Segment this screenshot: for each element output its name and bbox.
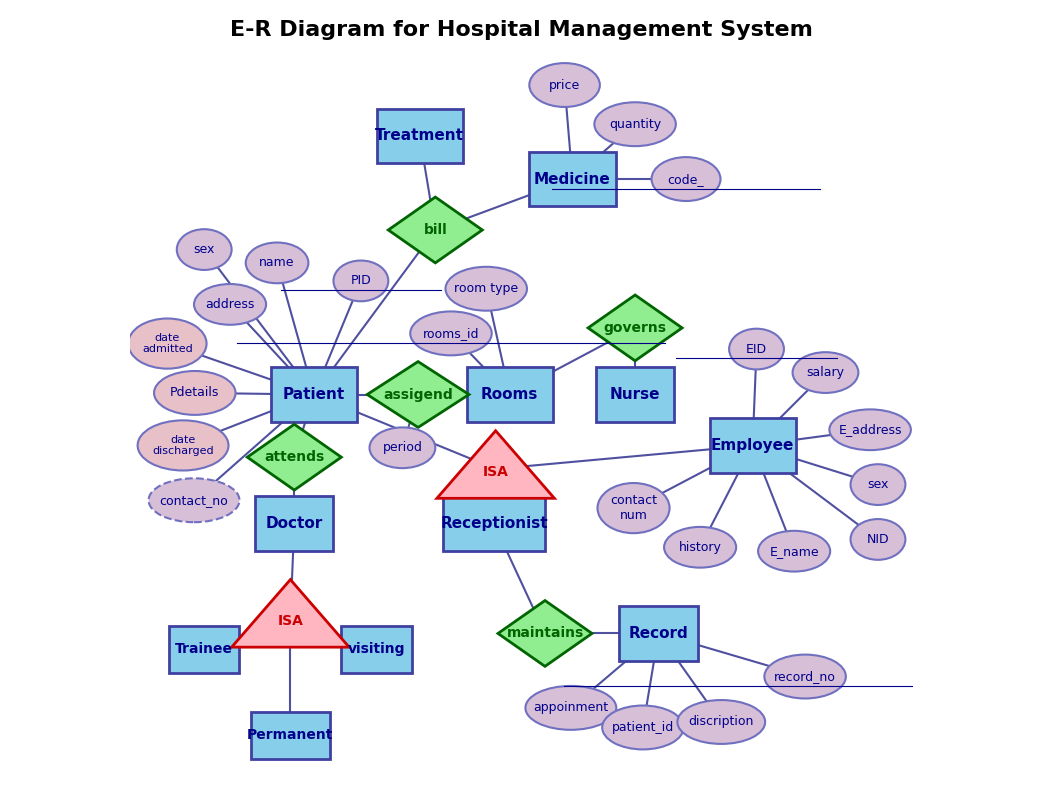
Text: Employee: Employee bbox=[711, 438, 795, 453]
Ellipse shape bbox=[793, 352, 858, 393]
Text: sex: sex bbox=[868, 478, 889, 491]
Text: date
discharged: date discharged bbox=[152, 435, 214, 456]
FancyBboxPatch shape bbox=[709, 418, 796, 473]
Text: Trainee: Trainee bbox=[175, 642, 234, 656]
Ellipse shape bbox=[829, 409, 911, 451]
Ellipse shape bbox=[445, 267, 527, 311]
Ellipse shape bbox=[664, 527, 736, 567]
Ellipse shape bbox=[850, 464, 905, 505]
Text: record_no: record_no bbox=[774, 670, 836, 683]
Polygon shape bbox=[232, 580, 349, 647]
Polygon shape bbox=[247, 424, 341, 490]
Text: governs: governs bbox=[604, 321, 666, 335]
Polygon shape bbox=[498, 600, 592, 667]
Text: contact_no: contact_no bbox=[160, 494, 228, 507]
Text: history: history bbox=[679, 540, 722, 554]
FancyBboxPatch shape bbox=[596, 367, 674, 422]
FancyBboxPatch shape bbox=[620, 606, 698, 661]
Polygon shape bbox=[437, 431, 555, 499]
Text: contact
num: contact num bbox=[610, 494, 657, 522]
Ellipse shape bbox=[595, 103, 676, 146]
Text: Medicine: Medicine bbox=[534, 171, 611, 186]
Text: address: address bbox=[205, 298, 254, 311]
Text: E_name: E_name bbox=[770, 544, 819, 558]
Text: assigend: assigend bbox=[383, 387, 453, 402]
Text: bill: bill bbox=[423, 223, 447, 237]
Ellipse shape bbox=[154, 371, 236, 415]
Text: Record: Record bbox=[629, 626, 688, 641]
Text: quantity: quantity bbox=[609, 118, 661, 131]
FancyBboxPatch shape bbox=[466, 367, 553, 422]
Text: rooms_id: rooms_id bbox=[422, 327, 479, 340]
FancyBboxPatch shape bbox=[169, 626, 240, 673]
FancyBboxPatch shape bbox=[443, 496, 545, 552]
FancyBboxPatch shape bbox=[377, 109, 463, 163]
Text: Treatment: Treatment bbox=[375, 129, 464, 144]
FancyBboxPatch shape bbox=[530, 151, 615, 207]
Text: room type: room type bbox=[454, 282, 518, 295]
Text: NID: NID bbox=[867, 533, 890, 546]
FancyBboxPatch shape bbox=[256, 496, 334, 552]
Text: visiting: visiting bbox=[347, 642, 406, 656]
Ellipse shape bbox=[334, 260, 388, 301]
Text: name: name bbox=[260, 256, 295, 269]
FancyBboxPatch shape bbox=[271, 367, 357, 422]
Text: sex: sex bbox=[194, 243, 215, 256]
Ellipse shape bbox=[677, 700, 766, 744]
Text: appoinment: appoinment bbox=[533, 701, 608, 714]
Ellipse shape bbox=[652, 157, 721, 201]
Ellipse shape bbox=[602, 705, 683, 750]
Text: attends: attends bbox=[264, 451, 324, 464]
Text: ISA: ISA bbox=[277, 614, 304, 628]
Text: date
admitted: date admitted bbox=[142, 333, 193, 354]
Text: Receptionist: Receptionist bbox=[440, 516, 548, 531]
Text: Nurse: Nurse bbox=[610, 387, 660, 402]
Text: maintains: maintains bbox=[507, 626, 584, 641]
Ellipse shape bbox=[148, 478, 240, 522]
Polygon shape bbox=[367, 361, 469, 428]
Text: E_address: E_address bbox=[839, 423, 902, 436]
FancyBboxPatch shape bbox=[341, 626, 412, 673]
Ellipse shape bbox=[729, 329, 784, 369]
Text: Permanent: Permanent bbox=[247, 728, 334, 742]
Ellipse shape bbox=[850, 519, 905, 560]
Ellipse shape bbox=[246, 242, 309, 283]
Text: patient_id: patient_id bbox=[612, 721, 674, 734]
Text: Doctor: Doctor bbox=[266, 516, 323, 531]
Text: Rooms: Rooms bbox=[481, 387, 538, 402]
Text: salary: salary bbox=[806, 366, 845, 379]
Text: EID: EID bbox=[746, 342, 767, 356]
Polygon shape bbox=[388, 197, 482, 263]
Ellipse shape bbox=[598, 483, 670, 533]
Ellipse shape bbox=[530, 63, 600, 107]
Text: price: price bbox=[549, 79, 580, 92]
Ellipse shape bbox=[410, 312, 491, 355]
Ellipse shape bbox=[758, 531, 830, 571]
Text: code_: code_ bbox=[668, 173, 704, 185]
Ellipse shape bbox=[176, 229, 232, 270]
Text: ISA: ISA bbox=[483, 465, 509, 479]
Ellipse shape bbox=[128, 319, 207, 368]
Text: Patient: Patient bbox=[283, 387, 345, 402]
Text: PID: PID bbox=[350, 275, 371, 287]
Ellipse shape bbox=[526, 686, 616, 730]
Ellipse shape bbox=[194, 284, 266, 325]
Ellipse shape bbox=[138, 421, 228, 470]
Text: discription: discription bbox=[688, 716, 754, 728]
FancyBboxPatch shape bbox=[251, 712, 330, 759]
Text: E-R Diagram for Hospital Management System: E-R Diagram for Hospital Management Syst… bbox=[231, 20, 812, 40]
Text: Pdetails: Pdetails bbox=[170, 387, 219, 399]
Polygon shape bbox=[588, 295, 682, 361]
Ellipse shape bbox=[765, 655, 846, 698]
Ellipse shape bbox=[369, 428, 435, 468]
Text: period: period bbox=[383, 441, 422, 454]
